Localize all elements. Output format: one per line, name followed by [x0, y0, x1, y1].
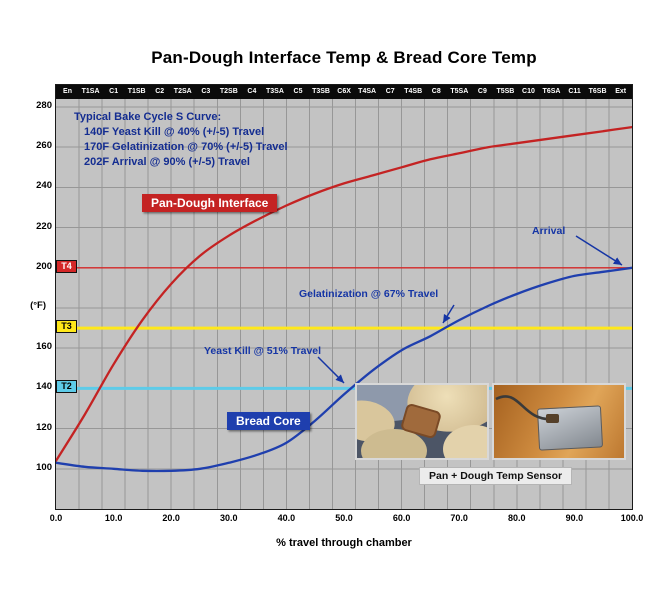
zone-label-t6sb: T6SB [588, 88, 607, 95]
x-tick-90.0: 90.0 [565, 513, 584, 523]
x-tick-40.0: 40.0 [277, 513, 296, 523]
zone-label-t6sa: T6SA [542, 88, 561, 95]
x-axis-title: % travel through chamber [276, 537, 412, 549]
note-line-3: 170F Gelatinization @ 70% (+/-5) Travel [84, 141, 288, 153]
zone-label-t5sb: T5SB [496, 88, 515, 95]
gelatinization-arrow [442, 304, 455, 324]
x-tick-0.0: 0.0 [49, 513, 63, 523]
curve-pan-dough-interface [56, 125, 632, 462]
note-line-1: Typical Bake Cycle S Curve: [74, 111, 222, 123]
zone-label-t2sb: T2SB [219, 88, 238, 95]
photo-caption: Pan + Dough Temp Sensor [419, 467, 573, 485]
curve-bread-core [56, 266, 632, 473]
y-tick-260: 260 [36, 140, 52, 152]
zone-label-c10: C10 [522, 88, 535, 95]
y-tick-280: 280 [36, 100, 52, 112]
arrival-annotation: Arrival [532, 225, 566, 237]
gelatinization-annotation: Gelatinization @ 67% Travel [299, 288, 439, 300]
pan-dough-interface-label: Pan-Dough Interface [142, 194, 278, 212]
zone-label-c11: C11 [568, 88, 581, 95]
zone-label-c8: C8 [431, 88, 441, 95]
x-tick-20.0: 20.0 [162, 513, 180, 523]
sensor-chip-t3: T3 [56, 320, 77, 334]
yeast-kill-annotation: Yeast Kill @ 51% Travel [204, 345, 322, 357]
zone-label-t4sa: T4SA [358, 88, 377, 95]
x-tick-100.0: 100.0 [620, 513, 644, 523]
zone-label-t1sb: T1SB [127, 88, 146, 95]
dough-in-pan-photo [355, 383, 489, 460]
x-tick-70.0: 70.0 [450, 513, 468, 523]
zone-label-c9: C9 [477, 88, 487, 95]
zone-label-t5sa: T5SA [450, 88, 469, 95]
zone-label-c6x: C6X [337, 88, 351, 95]
x-tick-30.0: 30.0 [220, 513, 238, 523]
arrival-arrow [575, 235, 623, 266]
y-axis-unit: (°F) [30, 300, 46, 312]
zone-label-en: En [63, 88, 72, 95]
sensor-chip-t4: T4 [56, 259, 77, 273]
zone-label-ext: Ext [615, 88, 627, 95]
x-tick-60.0: 60.0 [392, 513, 411, 523]
zone-label-c7: C7 [385, 88, 395, 95]
zone-label-c2: C2 [155, 88, 165, 95]
zone-label-t4sb: T4SB [404, 88, 423, 95]
sensor-wire-drawing [495, 395, 559, 423]
temp-sensor-photo [492, 383, 626, 460]
y-tick-220: 220 [36, 220, 52, 232]
yeast-kill-arrow [317, 356, 345, 384]
y-tick-240: 240 [36, 180, 52, 192]
note-line-2: 140F Yeast Kill @ 40% (+/-5) Travel [84, 126, 265, 138]
sensor-wire [495, 395, 553, 421]
bake-cycle-note: Typical Bake Cycle S Curve: 140F Yeast K… [74, 110, 288, 170]
x-tick-10.0: 10.0 [104, 513, 123, 523]
y-tick-200: 200 [36, 260, 52, 272]
zone-label-c3: C3 [201, 88, 211, 95]
sensor-chip-t2: T2 [56, 380, 77, 394]
oven-zone-strip: En T1SA C1 T1SB C2 T2SA C3 T2SB C4 T3SA C5 T3SB C6X T… [56, 85, 632, 99]
plot-area [56, 99, 632, 509]
y-tick-160: 160 [36, 341, 52, 353]
y-tick-140: 140 [36, 381, 52, 393]
zone-label-c1: C1 [109, 88, 119, 95]
zone-label-t2sa: T2SA [173, 88, 192, 95]
zone-label-t1sa: T1SA [81, 88, 100, 95]
note-line-4: 202F Arrival @ 90% (+/-5) Travel [84, 156, 250, 168]
chart-title: Pan-Dough Interface Temp & Bread Core Te… [151, 48, 537, 67]
zone-label-t3sa: T3SA [265, 88, 284, 95]
chart-frame: En T1SA C1 T1SB C2 T2SA C3 T2SB C4 T3SA C5 T3SB C6X T… [55, 84, 633, 510]
x-tick-50.0: 50.0 [335, 513, 353, 523]
y-tick-120: 120 [36, 421, 52, 433]
x-tick-80.0: 80.0 [508, 513, 526, 523]
sensor-junction [546, 414, 559, 423]
bread-core-label: Bread Core [227, 412, 310, 430]
y-tick-100: 100 [36, 461, 52, 473]
zone-label-c4: C4 [247, 88, 257, 95]
zone-label-t3sb: T3SB [312, 88, 330, 95]
zone-label-c5: C5 [293, 88, 303, 95]
